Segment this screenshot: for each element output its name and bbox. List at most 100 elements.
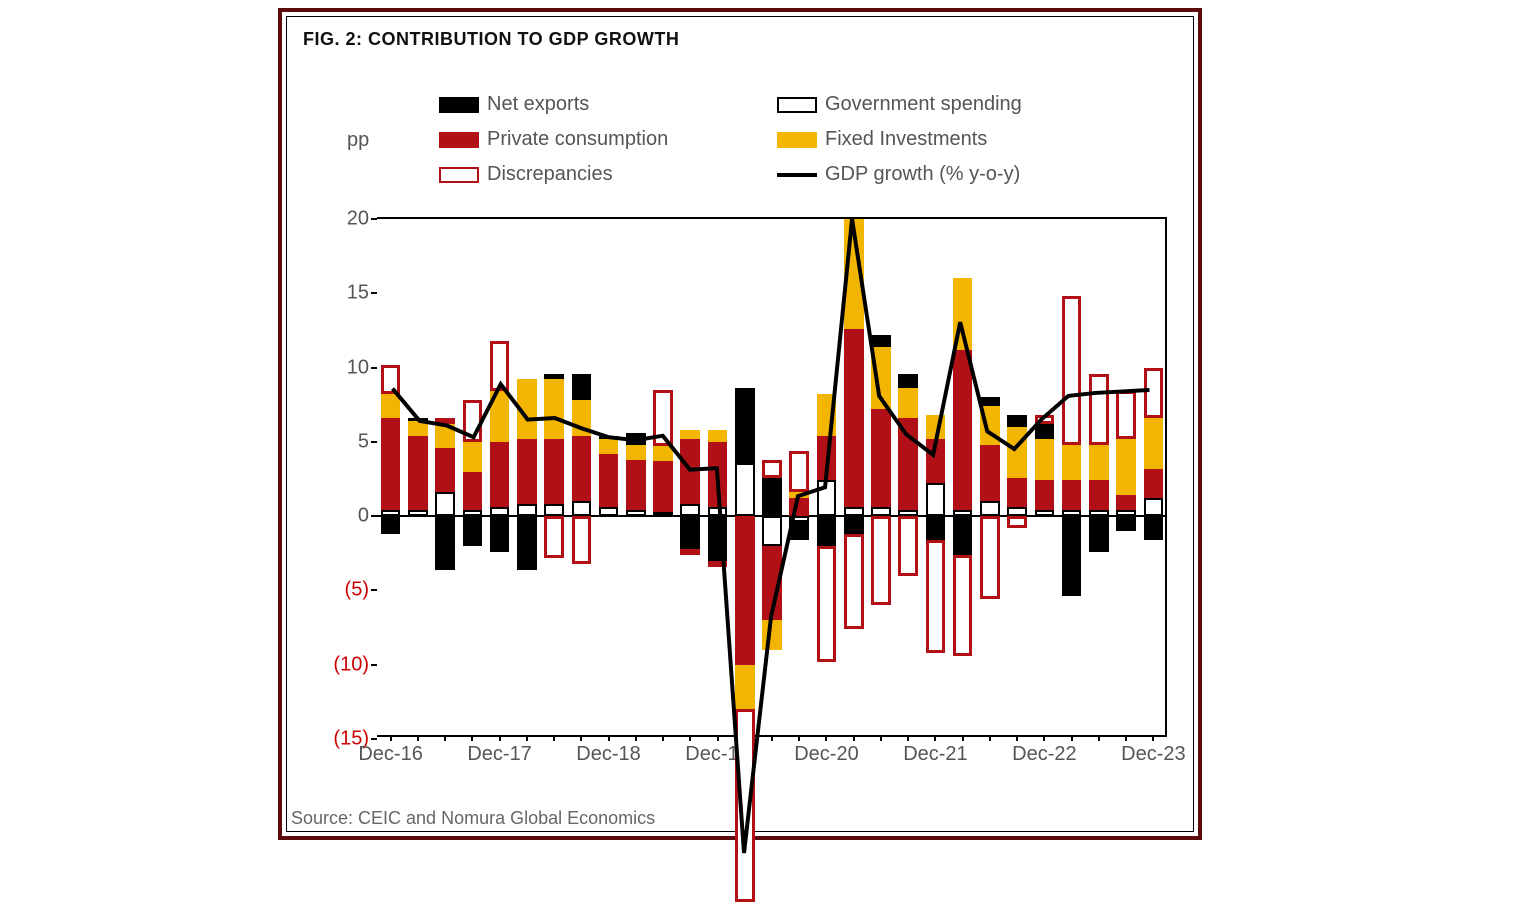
bar-government: [572, 501, 592, 516]
legend-label: Government spending: [825, 93, 1022, 116]
bar-fixed-investments: [844, 219, 864, 329]
bar-government: [735, 463, 755, 516]
legend-item-discrepancies: Discrepancies: [439, 163, 759, 186]
bar-fixed-investments: [898, 388, 918, 418]
bar-fixed-investments: [544, 379, 564, 438]
xtick-label: Dec-23: [1121, 743, 1185, 766]
legend-label: Private consumption: [487, 128, 668, 151]
bar-net-exports: [844, 516, 864, 534]
bar-private-consumption: [544, 439, 564, 504]
ytick-mark: [371, 589, 377, 591]
bar-fixed-investments: [871, 347, 891, 409]
xtick-mark: [526, 735, 528, 741]
xtick-mark: [907, 735, 909, 741]
bar-fixed-investments: [1144, 418, 1164, 469]
xtick-mark: [580, 735, 582, 741]
bar-private-consumption: [1116, 495, 1136, 510]
ytick-mark: [371, 664, 377, 666]
bar-government: [490, 507, 510, 516]
bar-private-consumption: [435, 448, 455, 493]
bar-fixed-investments: [980, 406, 1000, 445]
xtick-label: Dec-20: [794, 743, 858, 766]
xtick-mark: [390, 735, 392, 741]
bar-net-exports: [980, 397, 1000, 406]
bar-fixed-investments: [953, 278, 973, 349]
ytick-label: 5: [358, 430, 369, 453]
bar-fixed-investments: [762, 620, 782, 650]
bar-discrepancies: [789, 451, 809, 493]
bar-private-consumption: [517, 439, 537, 504]
bar-discrepancies: [381, 365, 401, 395]
bar-fixed-investments: [1035, 439, 1055, 481]
xtick-mark: [771, 735, 773, 741]
bar-net-exports: [708, 516, 728, 561]
bar-government: [817, 480, 837, 516]
bar-discrepancies: [680, 549, 700, 555]
bar-discrepancies: [544, 516, 564, 558]
bar-private-consumption: [898, 418, 918, 510]
bar-government: [844, 507, 864, 516]
xtick-mark: [635, 735, 637, 741]
bar-government: [599, 507, 619, 516]
figure-frame: FIG. 2: CONTRIBUTION TO GDP GROWTH Net e…: [278, 8, 1202, 840]
ytick-label: 10: [347, 356, 369, 379]
xtick-mark: [880, 735, 882, 741]
bar-net-exports: [762, 478, 782, 517]
bar-discrepancies: [953, 555, 973, 656]
bar-fixed-investments: [1089, 445, 1109, 481]
bar-private-consumption: [408, 436, 428, 510]
bar-government: [517, 504, 537, 516]
bar-net-exports: [953, 516, 973, 555]
discrepancies-swatch: [439, 167, 479, 183]
bar-private-consumption: [1089, 480, 1109, 510]
bar-government: [408, 510, 428, 516]
xtick-mark: [1016, 735, 1018, 741]
bar-government: [762, 516, 782, 546]
legend-label: Discrepancies: [487, 163, 613, 186]
bar-discrepancies: [980, 516, 1000, 599]
bar-government: [626, 510, 646, 516]
xtick-mark: [717, 735, 719, 741]
xtick-mark: [934, 735, 936, 741]
gdp-swatch: [777, 173, 817, 177]
xtick-mark: [798, 735, 800, 741]
bar-net-exports: [1089, 516, 1109, 552]
xtick-mark: [1098, 735, 1100, 741]
bar-discrepancies: [435, 418, 455, 424]
bar-net-exports: [435, 516, 455, 569]
xtick-mark: [1043, 735, 1045, 741]
net_exports-swatch: [439, 97, 479, 113]
ytick-label: (5): [345, 579, 369, 602]
bar-private-consumption: [953, 350, 973, 510]
bar-net-exports: [490, 516, 510, 552]
xtick-mark: [662, 735, 664, 741]
bar-private-consumption: [871, 409, 891, 507]
bar-net-exports: [1062, 516, 1082, 596]
bar-fixed-investments: [926, 415, 946, 439]
legend-item-government: Government spending: [777, 93, 1097, 116]
xtick-mark: [962, 735, 964, 741]
bar-private-consumption: [599, 454, 619, 507]
bar-discrepancies: [735, 709, 755, 902]
ytick-mark: [371, 367, 377, 369]
y-axis-unit: pp: [347, 129, 369, 152]
bar-net-exports: [381, 516, 401, 534]
bar-private-consumption: [463, 472, 483, 511]
xtick-label: Dec-18: [576, 743, 640, 766]
bar-net-exports: [680, 516, 700, 549]
legend: Net exportsGovernment spendingPrivate co…: [439, 87, 1159, 192]
bar-net-exports: [817, 516, 837, 546]
bar-fixed-investments: [735, 665, 755, 710]
bar-government: [871, 507, 891, 516]
bar-private-consumption: [1062, 480, 1082, 510]
fixed_inv-swatch: [777, 132, 817, 148]
xtick-label: Dec-21: [903, 743, 967, 766]
bar-government: [1144, 498, 1164, 516]
bar-discrepancies: [1007, 516, 1027, 528]
legend-label: GDP growth (% y-o-y): [825, 163, 1020, 186]
bar-discrepancies: [490, 341, 510, 392]
figure-title: FIG. 2: CONTRIBUTION TO GDP GROWTH: [303, 29, 679, 50]
bar-private-consumption: [572, 436, 592, 501]
xtick-mark: [1071, 735, 1073, 741]
xtick-mark: [1152, 735, 1154, 741]
